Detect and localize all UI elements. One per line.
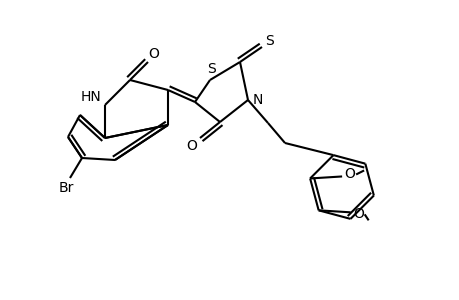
Text: S: S <box>265 34 274 48</box>
Text: O: O <box>353 207 364 221</box>
Text: O: O <box>148 47 159 61</box>
Text: O: O <box>344 167 355 182</box>
Text: O: O <box>186 139 197 153</box>
Text: S: S <box>207 62 216 76</box>
Text: N: N <box>252 93 263 107</box>
Text: HN: HN <box>80 90 101 104</box>
Text: Br: Br <box>58 181 73 195</box>
